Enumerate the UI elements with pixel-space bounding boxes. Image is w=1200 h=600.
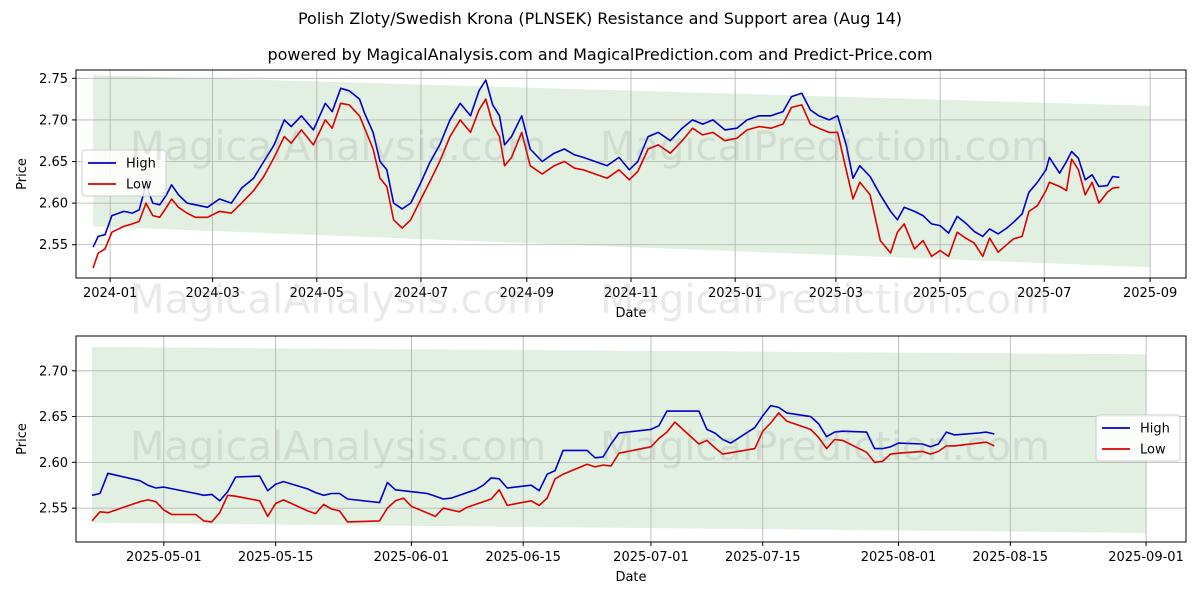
legend-label-low: Low [126,178,152,193]
y-tick-label: 2.70 [39,113,68,128]
x-tick-label: 2025-05 [913,286,967,301]
chart-title: Polish Zloty/Swedish Krona (PLNSEK) Resi… [297,9,903,28]
x-tick-label: 2025-08-01 [861,550,937,565]
x-tick-label: 2024-07 [394,286,448,301]
watermark-analysis-top: MagicalAnalysis.com [130,124,547,170]
x-tick-label: 2025-06-15 [485,550,561,565]
y-axis-label: Price [15,423,30,455]
x-tick-label: 2025-07 [1017,286,1071,301]
chart-top: 2024-01 2024-03 2024-05 2024-07 2024-09 2024-… [15,69,1187,321]
legend-label-high: High [1140,422,1170,437]
x-tick-label: 2024-03 [185,286,239,301]
watermark-analysis-mid: MagicalAnalysis.com [130,277,547,323]
legend-label-high: High [126,157,156,172]
series-low-line [92,98,1120,269]
chart-subtitle: powered by MagicalAnalysis.com and Magic… [267,45,933,64]
watermark-analysis-bottom: MagicalAnalysis.com [130,424,547,470]
x-tick-label: 2025-09 [1123,286,1177,301]
x-tick-label: 2025-03 [809,286,863,301]
watermark-prediction-mid: MagicalPrediction.com [600,277,1050,323]
plot-frame [75,335,1187,543]
x-tick-label: 2025-07-01 [613,550,689,565]
y-tick-label: 2.55 [39,238,68,253]
series-low-line [91,412,995,523]
legend: High Low [1095,414,1181,462]
y-tick-label: 2.65 [39,155,68,170]
x-tick-label: 2025-07-15 [725,550,801,565]
x-tick-label: 2025-06-01 [374,550,450,565]
x-tick-label: 2024-05 [290,286,344,301]
y-tick-label: 2.60 [39,197,68,212]
series-high-line [91,404,995,504]
y-axis-label: Price [15,158,30,190]
resistance-support-band [91,346,1147,533]
watermark-prediction-top: MagicalPrediction.com [600,124,1050,170]
y-tick-label: 2.75 [39,72,68,87]
y-tick-label: 2.65 [39,410,68,425]
legend-label-low: Low [1140,443,1166,458]
resistance-support-band [93,74,1151,268]
x-axis-label: Date [615,570,646,585]
x-tick-label: 2024-01 [83,286,137,301]
series-high-line [92,79,1120,248]
y-tick-label: 2.60 [39,456,68,471]
watermark-prediction-bottom: MagicalPrediction.com [600,424,1050,470]
x-axis-label: Date [615,306,646,321]
chart-bottom: 2025-05-01 2025-05-15 2025-06-01 2025-06-15… [15,335,1187,585]
y-tick-label: 2.55 [39,502,68,517]
x-tick-label: 2025-05-01 [126,550,202,565]
y-tick-label: 2.70 [39,364,68,379]
legend: High Low [81,149,167,197]
x-tick-label: 2024-11 [604,286,658,301]
x-tick-label: 2025-09-01 [1108,550,1184,565]
x-tick-label: 2025-05-15 [238,550,314,565]
x-tick-label: 2024-09 [500,286,554,301]
x-tick-label: 2025-08-15 [973,550,1049,565]
x-tick-label: 2025-01 [708,286,762,301]
